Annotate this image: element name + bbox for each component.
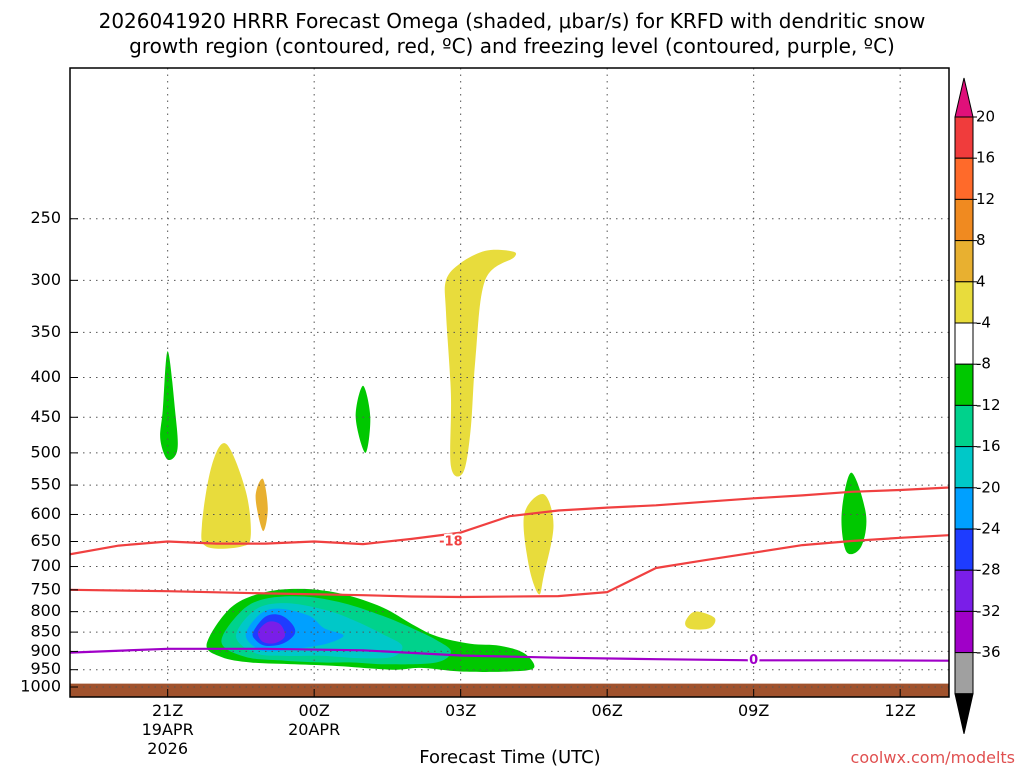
colorbar-swatch-10 bbox=[954, 528, 974, 571]
colorbar-label-13: -36 bbox=[976, 643, 1001, 661]
omega-region-19 bbox=[257, 621, 286, 644]
chart-title-line2: growth region (contoured, red, ºC) and f… bbox=[129, 34, 895, 58]
y-tick-label-1000: 1000 bbox=[20, 677, 61, 696]
y-tick-label-550: 550 bbox=[30, 475, 61, 494]
omega-region-2 bbox=[201, 443, 251, 549]
contour-line-0 bbox=[70, 486, 949, 556]
colorbar-top-arrow bbox=[954, 77, 974, 118]
colorbar-label-1: 16 bbox=[976, 149, 995, 167]
colorbar-label-9: -20 bbox=[976, 478, 1001, 496]
y-tick-label-600: 600 bbox=[30, 504, 61, 523]
omega-region-12 bbox=[909, 478, 1000, 572]
plot-area: -18 0 bbox=[69, 67, 1000, 698]
contour-line-1 bbox=[70, 534, 949, 599]
y-axis: 2503003504004505005506006507007508008509… bbox=[20, 208, 78, 696]
x-tick-date-21Z: 19APR bbox=[142, 720, 194, 739]
omega-region-3 bbox=[255, 478, 268, 532]
credit-text[interactable]: coolwx.com/modelts bbox=[851, 748, 1015, 767]
y-tick-label-500: 500 bbox=[30, 442, 61, 461]
omega-region-8 bbox=[594, 458, 740, 557]
x-tick-label-06Z: 06Z bbox=[592, 701, 623, 720]
omega-region-7 bbox=[523, 493, 554, 595]
colorbar-swatch-1 bbox=[954, 157, 974, 200]
colorbar-label-2: 12 bbox=[976, 190, 995, 208]
colorbar-swatch-12 bbox=[954, 610, 974, 654]
x-tick-date-00Z: 20APR bbox=[288, 720, 340, 739]
colorbar-swatch-5 bbox=[954, 322, 974, 365]
grid-lines bbox=[70, 68, 949, 697]
colorbar-swatch-6 bbox=[954, 363, 974, 406]
colorbar-label-8: -16 bbox=[976, 437, 1001, 455]
colorbar: 20 16 12 8 4 -4 -8 -12 -16 -20 -24 -28 -32 -36 bbox=[954, 77, 1001, 734]
colorbar-swatch-2 bbox=[954, 198, 974, 242]
x-tick-label-21Z: 21Z bbox=[152, 701, 183, 720]
ground-layer bbox=[70, 683, 949, 697]
omega-region-6 bbox=[444, 249, 517, 477]
y-tick-label-450: 450 bbox=[30, 407, 61, 426]
y-tick-label-250: 250 bbox=[30, 208, 61, 227]
omega-shaded-regions bbox=[138, 249, 1000, 677]
y-tick-label-950: 950 bbox=[30, 659, 61, 678]
y-tick-label-800: 800 bbox=[30, 601, 61, 620]
colorbar-bottom-arrow bbox=[954, 693, 974, 734]
contour-line-2 bbox=[70, 647, 949, 662]
colorbar-label-0: 20 bbox=[976, 108, 995, 126]
colorbar-swatch-8 bbox=[954, 446, 974, 489]
x-tick-label-09Z: 09Z bbox=[738, 701, 769, 720]
omega-region-5 bbox=[355, 385, 371, 453]
colorbar-label-12: -32 bbox=[976, 602, 1001, 620]
y-tick-label-650: 650 bbox=[30, 531, 61, 550]
colorbar-label-3: 8 bbox=[976, 231, 986, 249]
ground-strip bbox=[70, 683, 949, 697]
x-tick-label-03Z: 03Z bbox=[445, 701, 476, 720]
y-tick-label-850: 850 bbox=[30, 622, 61, 641]
colorbar-swatch-4 bbox=[954, 281, 974, 324]
plot-frame bbox=[69, 67, 950, 698]
colorbar-swatch-3 bbox=[954, 240, 974, 283]
dgz-contour-label: -18 bbox=[439, 535, 463, 550]
y-tick-label-400: 400 bbox=[30, 367, 61, 386]
colorbar-label-6: -8 bbox=[976, 355, 991, 373]
colorbar-label-11: -28 bbox=[976, 561, 1001, 579]
colorbar-swatch-11 bbox=[954, 569, 974, 612]
colorbar-label-10: -24 bbox=[976, 520, 1001, 538]
y-tick-label-750: 750 bbox=[30, 579, 61, 598]
y-tick-label-700: 700 bbox=[30, 556, 61, 575]
y-tick-label-300: 300 bbox=[30, 270, 61, 289]
omega-region-9 bbox=[685, 611, 716, 630]
x-tick-label-12Z: 12Z bbox=[885, 701, 916, 720]
x-tick-label-00Z: 00Z bbox=[299, 701, 330, 720]
colorbar-label-4: 4 bbox=[976, 272, 986, 290]
freezing-contour-label: 0 bbox=[749, 653, 758, 668]
colorbar-label-7: -12 bbox=[976, 396, 1001, 414]
omega-region-1 bbox=[160, 351, 178, 461]
chart-title-line1: 2026041920 HRRR Forecast Omega (shaded, … bbox=[99, 9, 926, 33]
colorbar-label-5: -4 bbox=[976, 314, 991, 332]
y-tick-label-900: 900 bbox=[30, 641, 61, 660]
colorbar-swatch-9 bbox=[954, 487, 974, 530]
contour-lines: -18 0 bbox=[70, 486, 949, 670]
x-tick-year-21Z: 2026 bbox=[147, 739, 188, 758]
y-tick-label-350: 350 bbox=[30, 322, 61, 341]
omega-region-4 bbox=[314, 329, 393, 510]
x-axis-label: Forecast Time (UTC) bbox=[419, 747, 600, 768]
colorbar-swatch-13 bbox=[954, 652, 974, 695]
colorbar-swatch-7 bbox=[954, 404, 974, 448]
colorbar-swatch-0 bbox=[954, 116, 974, 159]
